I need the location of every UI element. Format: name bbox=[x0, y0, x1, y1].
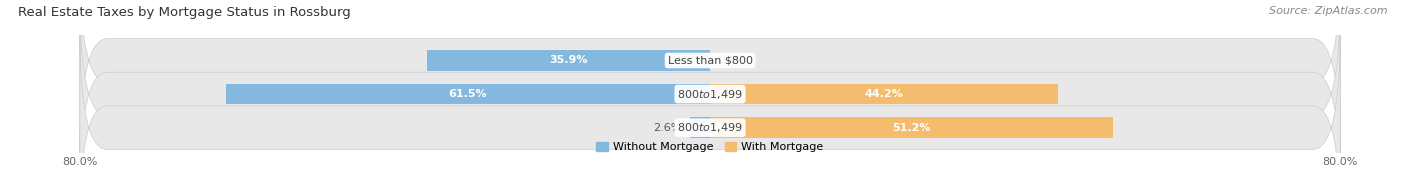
Text: 0.0%: 0.0% bbox=[718, 55, 747, 65]
Text: $800 to $1,499: $800 to $1,499 bbox=[678, 88, 742, 101]
Text: 35.9%: 35.9% bbox=[550, 55, 588, 65]
Text: Source: ZipAtlas.com: Source: ZipAtlas.com bbox=[1270, 6, 1388, 16]
FancyBboxPatch shape bbox=[80, 0, 1340, 156]
FancyBboxPatch shape bbox=[80, 0, 1340, 190]
Text: $800 to $1,499: $800 to $1,499 bbox=[678, 121, 742, 134]
Text: 44.2%: 44.2% bbox=[865, 89, 904, 99]
Text: 2.6%: 2.6% bbox=[654, 123, 682, 133]
Bar bbox=[710, 84, 1059, 104]
Text: Real Estate Taxes by Mortgage Status in Rossburg: Real Estate Taxes by Mortgage Status in … bbox=[18, 6, 352, 19]
Text: Less than $800: Less than $800 bbox=[668, 55, 752, 65]
Text: 61.5%: 61.5% bbox=[449, 89, 486, 99]
Legend: Without Mortgage, With Mortgage: Without Mortgage, With Mortgage bbox=[592, 137, 828, 157]
Bar bbox=[689, 117, 710, 138]
Bar bbox=[427, 50, 710, 71]
Bar bbox=[225, 84, 710, 104]
FancyBboxPatch shape bbox=[80, 32, 1340, 196]
Text: 51.2%: 51.2% bbox=[893, 123, 931, 133]
Bar bbox=[710, 117, 1114, 138]
